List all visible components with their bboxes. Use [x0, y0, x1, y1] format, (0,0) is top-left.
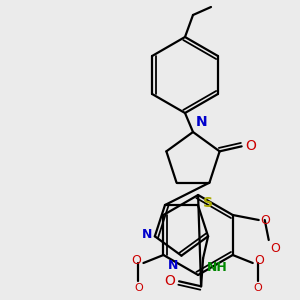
- Text: O: O: [134, 283, 143, 293]
- Text: O: O: [255, 254, 265, 268]
- Text: O: O: [246, 139, 256, 153]
- Text: O: O: [132, 254, 141, 268]
- Text: N: N: [142, 228, 152, 241]
- Text: N: N: [196, 115, 208, 129]
- Text: O: O: [254, 283, 262, 293]
- Text: NH: NH: [207, 261, 228, 274]
- Text: O: O: [261, 214, 271, 226]
- Text: N: N: [168, 259, 178, 272]
- Text: O: O: [271, 242, 281, 255]
- Text: S: S: [203, 196, 213, 210]
- Text: O: O: [164, 274, 175, 288]
